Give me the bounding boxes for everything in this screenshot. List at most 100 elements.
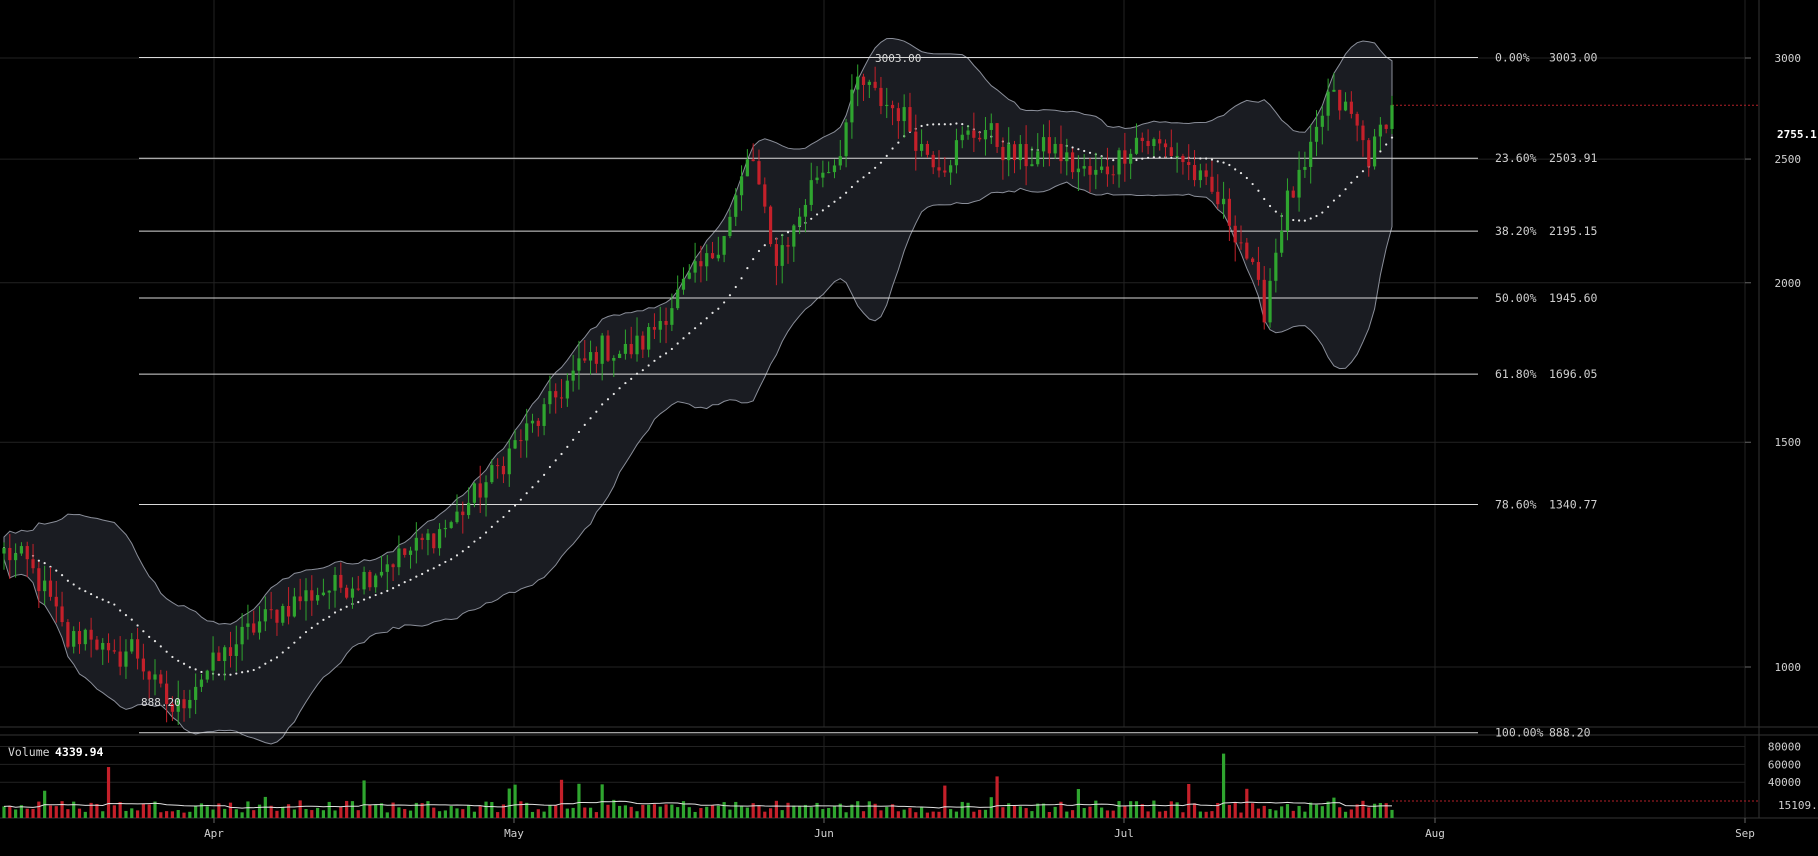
ma-dot [217, 673, 220, 676]
candle-body [408, 550, 413, 555]
volume-bar [896, 811, 900, 818]
ma-dot [699, 322, 703, 325]
candle-body [507, 448, 511, 475]
candle-body [437, 529, 442, 549]
candle-body [217, 652, 221, 662]
volume-bar [1018, 806, 1022, 818]
ma-dot [606, 398, 610, 401]
candle-body [565, 380, 569, 399]
candle-body [890, 104, 895, 109]
volume-bar [873, 803, 877, 818]
candle-body [925, 144, 929, 155]
volume-bar [217, 803, 221, 818]
volume-bar [850, 804, 854, 818]
ma-dot [595, 410, 598, 413]
ma-dot [229, 673, 232, 676]
candle-body [496, 465, 500, 467]
time-axis[interactable]: Apr May Jun Jul Aug Sep [204, 818, 1755, 840]
candle-body [699, 261, 703, 267]
ma-dot [345, 605, 348, 608]
ma-dot [264, 662, 267, 665]
ma-dot [1135, 158, 1138, 162]
volume-bar [60, 801, 64, 818]
volume-bar [292, 809, 296, 818]
ma-dot [1199, 157, 1202, 160]
price-tick-label: 2000 [1775, 277, 1802, 290]
candle-body [577, 358, 581, 371]
candle-body [432, 533, 436, 549]
ma-dot [746, 267, 749, 270]
candle-body [966, 130, 970, 135]
ma-dot [287, 646, 290, 649]
volume-bar [170, 811, 175, 818]
volume-bar [333, 810, 337, 818]
ma-dot [1297, 219, 1301, 222]
ma-dot [328, 615, 331, 618]
volume-bar [89, 802, 93, 818]
ma-dot [386, 589, 389, 592]
ma-dot [415, 575, 418, 578]
volume-bar [763, 811, 767, 818]
candle-body [670, 308, 674, 325]
candle-body [14, 553, 18, 561]
ma-dot [955, 122, 958, 125]
volume-bar [1297, 805, 1301, 818]
volume-bar [1082, 808, 1086, 818]
ma-dot [1228, 163, 1231, 167]
volume-bar [1343, 811, 1348, 818]
candle-body [1030, 164, 1034, 167]
candle-body [1100, 166, 1104, 170]
candle-body [1233, 225, 1237, 243]
volume-bar [194, 805, 198, 818]
candle-body [722, 236, 726, 255]
volume-bar [757, 805, 761, 818]
volume-bar [159, 812, 163, 818]
candle-body [1053, 143, 1057, 154]
ma-dot [856, 180, 859, 183]
volume-bar [583, 807, 587, 818]
volume-bar [1181, 812, 1185, 818]
candle-body [1274, 252, 1278, 281]
volume-bar [199, 803, 204, 818]
ma-dot [943, 123, 946, 126]
candle-body [211, 652, 215, 671]
volume-bar [1146, 811, 1150, 818]
candle-body [583, 358, 587, 361]
ma-dot [258, 666, 261, 669]
ma-dot [397, 584, 401, 587]
volume-bar [449, 805, 453, 818]
volume-bar [1233, 802, 1237, 818]
volume-bar [710, 805, 715, 818]
candle-body [554, 391, 558, 398]
volume-bar [484, 801, 488, 818]
candle-body [989, 123, 993, 130]
candle-body [1372, 136, 1377, 167]
volume-bar [1384, 803, 1388, 818]
volume-bar [188, 811, 192, 818]
candle-body [275, 609, 279, 623]
candle-body [391, 564, 395, 568]
ma-dot [752, 258, 755, 261]
ma-dot [426, 569, 430, 572]
bollinger-band-area [3, 37, 1393, 745]
volume-bar [635, 811, 639, 818]
candle-body [356, 588, 360, 590]
candle-body [827, 172, 831, 174]
volume-bar [513, 784, 517, 818]
volume-bar [130, 808, 134, 818]
candle-body [1256, 262, 1261, 280]
volume-bar [693, 811, 697, 818]
volume-avg-label: 15109. [1778, 799, 1818, 812]
ma-dot [1309, 217, 1312, 220]
candle-body [1111, 174, 1115, 176]
candle-body [1343, 101, 1348, 111]
candle-body [1123, 150, 1127, 164]
candle-body [1094, 169, 1098, 175]
volume-bar [1291, 810, 1295, 818]
price-axis[interactable]: 1000 1500 2000 2500 3000 [1745, 52, 1801, 674]
price-tick-label: 2500 [1775, 153, 1802, 166]
volume-tick-label: 60000 [1768, 758, 1801, 771]
ma-dot [531, 486, 534, 489]
volume-bar [966, 802, 970, 818]
